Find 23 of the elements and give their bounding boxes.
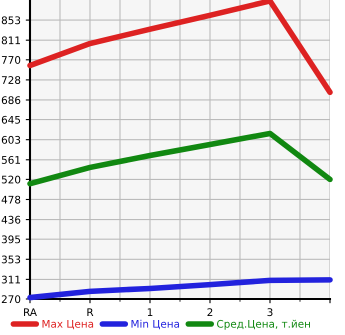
x-tick-label: 1 <box>148 308 152 316</box>
y-tick-label: 645 <box>2 116 20 124</box>
y-tick-label: 728 <box>2 76 20 84</box>
legend-label: Сред.Цена, т.йен <box>217 320 310 330</box>
y-tick-label: 436 <box>2 216 20 224</box>
x-tick-label: 2 <box>207 308 212 316</box>
y-tick-label: 520 <box>2 176 20 184</box>
y-tick-label: 478 <box>2 196 20 204</box>
y-tick-label: 311 <box>2 276 20 284</box>
y-tick-label: 603 <box>2 136 20 144</box>
y-tick-label: 853 <box>2 16 20 24</box>
y-tick-label: 770 <box>2 56 20 64</box>
x-tick-label: RA <box>24 308 37 316</box>
y-tick-label: 686 <box>2 96 20 104</box>
y-tick-label: 353 <box>2 256 20 264</box>
legend-label: Max Цена <box>42 320 94 330</box>
y-tick-label: 395 <box>2 235 20 244</box>
x-tick-label: 3 <box>267 308 272 316</box>
legend-label: Min Цена <box>132 320 180 330</box>
y-tick-label: 811 <box>2 36 20 44</box>
y-tick-label: 270 <box>2 295 20 304</box>
y-tick-label: 561 <box>2 156 20 164</box>
x-tick-label: R <box>87 308 94 316</box>
